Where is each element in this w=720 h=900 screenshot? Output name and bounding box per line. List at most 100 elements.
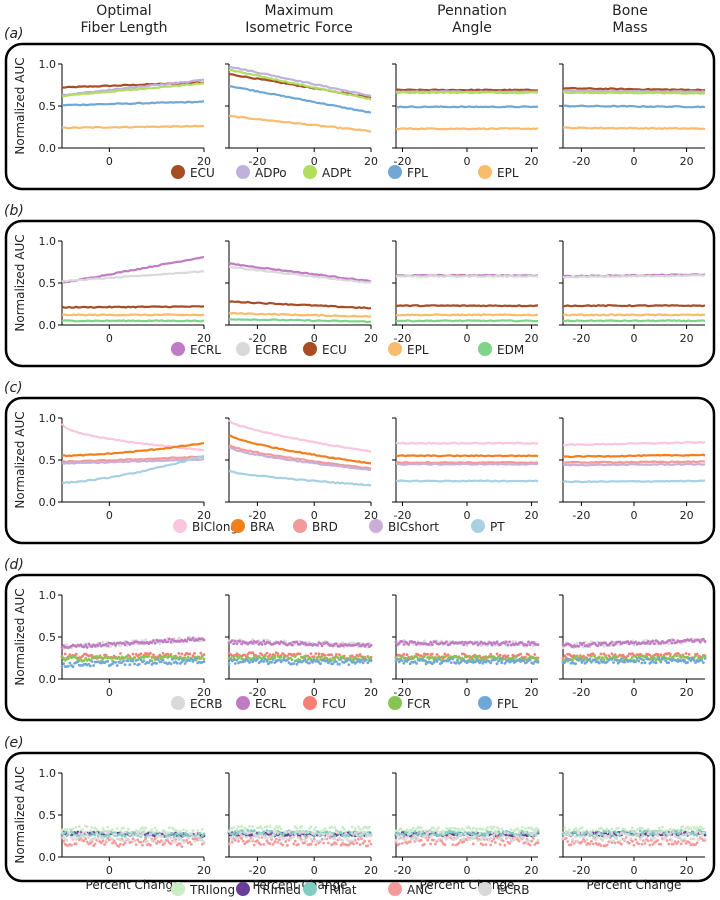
data-point <box>582 641 585 645</box>
data-point <box>341 826 344 829</box>
data-point <box>166 836 170 840</box>
legend-marker-ECRB <box>236 342 250 356</box>
data-point <box>604 830 607 833</box>
data-point <box>295 640 299 644</box>
data-point <box>166 652 170 656</box>
column-header-line: Mass <box>612 20 647 36</box>
data-point <box>653 837 656 840</box>
data-point <box>627 834 631 837</box>
data-point <box>605 827 609 831</box>
data-point <box>74 838 78 841</box>
data-point <box>561 656 565 660</box>
series-line-PT <box>562 479 706 484</box>
data-point <box>405 660 409 663</box>
data-point <box>109 656 113 660</box>
data-point <box>325 659 329 663</box>
data-point <box>82 839 86 843</box>
series-line-BRD <box>562 460 706 464</box>
data-point <box>664 836 667 840</box>
data-point <box>661 830 664 833</box>
data-point <box>248 657 251 660</box>
data-point <box>309 837 313 841</box>
data-point <box>93 842 97 846</box>
data-point <box>561 836 565 840</box>
data-point <box>87 642 91 646</box>
data-point <box>464 655 467 659</box>
data-point <box>199 651 203 655</box>
data-point <box>76 660 80 664</box>
data-point <box>338 662 341 666</box>
data-point <box>81 654 84 658</box>
data-point <box>657 657 661 660</box>
data-point <box>612 834 615 837</box>
data-point <box>309 842 313 846</box>
data-point <box>93 836 97 840</box>
data-point <box>643 842 647 845</box>
data-point <box>596 644 600 648</box>
data-point <box>251 837 255 841</box>
data-point <box>180 660 184 664</box>
data-point <box>397 842 401 846</box>
x-tick-label: 20 <box>525 509 539 522</box>
data-point <box>101 827 105 831</box>
data-point <box>400 659 404 662</box>
series-line-EPL <box>61 313 205 317</box>
data-point <box>462 840 466 844</box>
data-point <box>262 660 266 663</box>
data-point <box>334 660 338 663</box>
data-point <box>580 826 584 830</box>
data-point <box>311 832 314 835</box>
data-point <box>152 639 155 642</box>
data-point <box>657 827 661 830</box>
data-point <box>363 839 367 843</box>
data-point <box>475 641 478 644</box>
data-point <box>197 832 201 836</box>
data-point <box>651 658 655 662</box>
data-point <box>454 661 458 665</box>
data-point <box>432 826 436 830</box>
data-point <box>201 828 204 831</box>
data-point <box>271 842 275 846</box>
data-point <box>408 840 412 844</box>
data-point <box>66 664 70 668</box>
data-point <box>248 661 251 664</box>
data-point <box>695 652 699 656</box>
data-point <box>180 652 184 656</box>
data-point <box>235 655 239 658</box>
series-line-ECRL <box>61 255 205 284</box>
data-point <box>131 834 135 838</box>
data-point <box>620 842 623 846</box>
data-point <box>597 655 601 659</box>
y-tick-label: 1.0 <box>39 412 57 425</box>
data-point <box>278 838 281 842</box>
data-point <box>612 839 615 843</box>
series-line-EPL <box>61 124 205 130</box>
data-point <box>60 665 64 668</box>
data-point <box>123 663 127 666</box>
data-point <box>334 653 338 656</box>
data-point <box>697 837 701 841</box>
x-tick-label: 0 <box>464 509 471 522</box>
data-point <box>519 833 522 837</box>
data-point <box>396 657 399 661</box>
panel-frame <box>4 573 716 722</box>
x-tick-label: 0 <box>464 332 471 345</box>
data-point <box>71 665 75 669</box>
x-tick-label: 0 <box>464 864 471 877</box>
data-point <box>434 640 437 644</box>
data-point <box>597 832 601 836</box>
data-point <box>166 839 170 843</box>
data-point <box>233 838 237 842</box>
data-point <box>506 658 510 662</box>
data-point <box>92 664 95 667</box>
data-point <box>174 840 178 844</box>
data-point <box>638 654 642 658</box>
data-point <box>525 643 529 647</box>
data-point <box>286 658 289 662</box>
data-point <box>60 656 64 659</box>
data-point <box>632 831 636 834</box>
data-point <box>591 842 595 846</box>
data-point <box>257 836 261 840</box>
data-point <box>435 660 439 663</box>
data-point <box>84 837 88 841</box>
